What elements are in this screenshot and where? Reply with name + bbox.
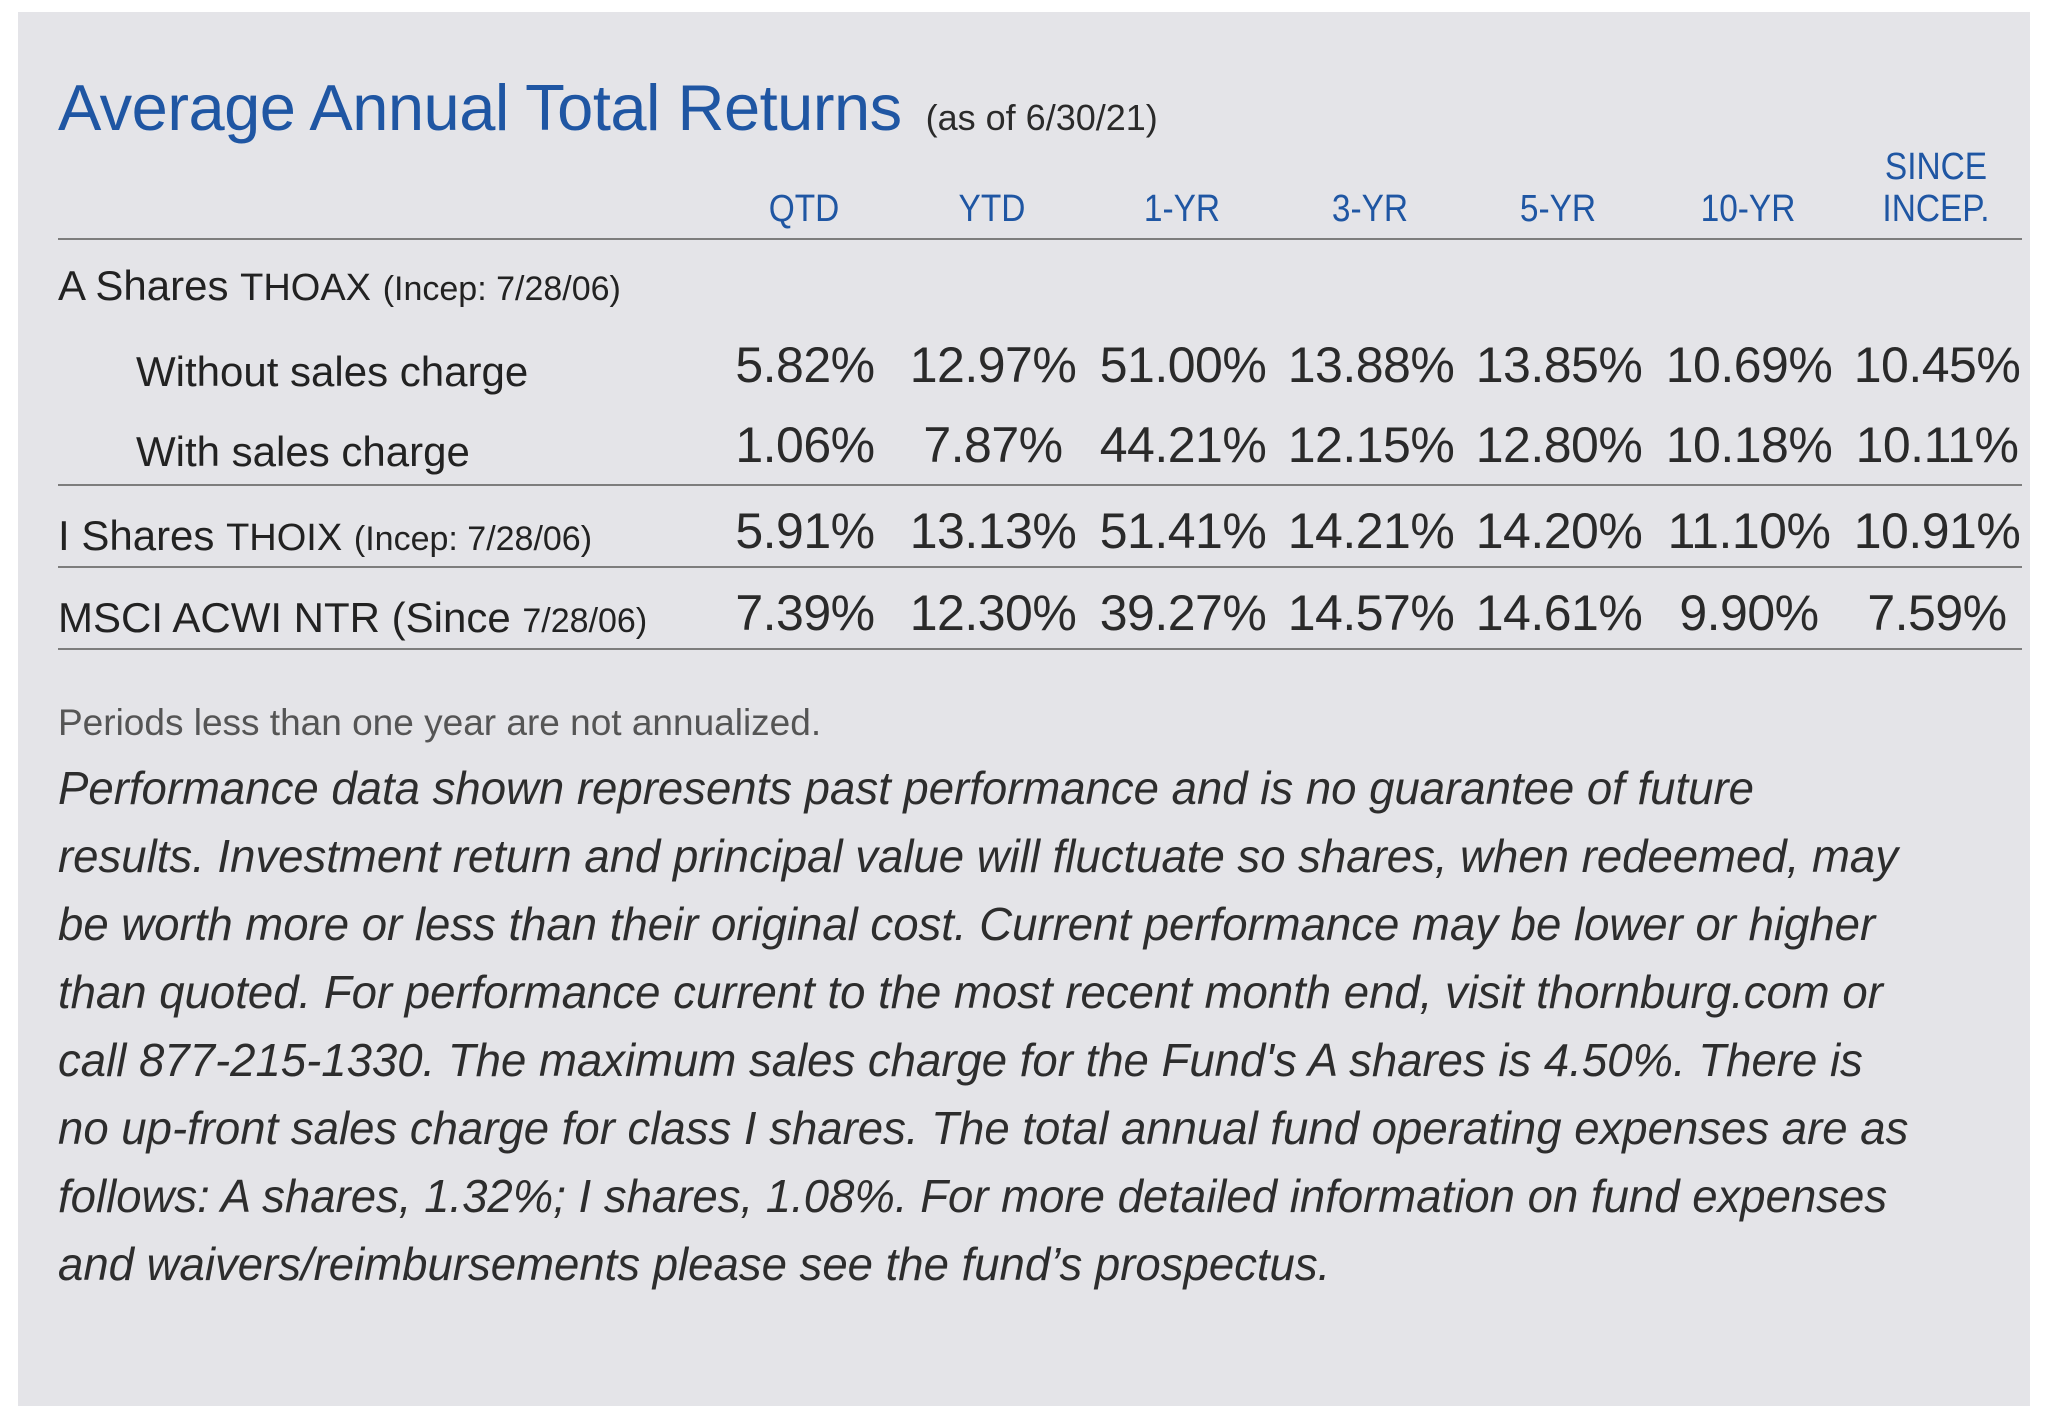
table-cell: 13.85% xyxy=(1475,337,1643,393)
table-cell: 7.59% xyxy=(1867,585,2007,641)
table-cell: 14.57% xyxy=(1287,585,1455,641)
table-cell: 12.80% xyxy=(1475,417,1643,473)
table-cell: 51.00% xyxy=(1099,337,1267,393)
row-label-benchmark: MSCI ACWI NTR (Since 7/28/06) xyxy=(58,594,647,642)
column-header-1yr: 1-YR xyxy=(1143,188,1221,230)
row-label-ticker: THOAX xyxy=(240,267,372,309)
table-cell: 14.21% xyxy=(1287,503,1455,559)
table-cell: 7.39% xyxy=(735,585,875,641)
row-label-main: MSCI ACWI NTR (Since xyxy=(58,594,511,641)
table-cell: 10.69% xyxy=(1665,337,1833,393)
performance-disclaimer: Performance data shown represents past p… xyxy=(58,754,2038,1298)
table-cell: 14.61% xyxy=(1475,585,1643,641)
disclaimer-line: Performance data shown represents past p… xyxy=(58,762,1754,814)
row-label-with-sales-charge: With sales charge xyxy=(136,428,470,475)
table-cell: 11.10% xyxy=(1667,503,1831,559)
header-rule xyxy=(58,238,2022,240)
disclaimer-line: results. Investment return and principal… xyxy=(58,830,1899,882)
page-title: Average Annual Total Returns xyxy=(58,71,902,144)
column-header-incep: INCEP. xyxy=(1882,188,1990,230)
table-bottom-rule xyxy=(58,648,2022,650)
disclaimer-line: than quoted. For performance current to … xyxy=(58,966,1883,1018)
table-cell: 10.45% xyxy=(1853,337,2021,393)
row-label-main: A Shares xyxy=(58,262,229,309)
table-cell: 1.06% xyxy=(735,417,875,473)
row-label-i-shares: I Shares THOIX (Incep: 7/28/06) xyxy=(58,512,592,560)
row-label-main: I Shares xyxy=(58,512,215,559)
title-row: Average Annual Total Returns (as of 6/30/… xyxy=(58,70,1158,145)
disclaimer-line: be worth more or less than their origina… xyxy=(58,898,1876,950)
table-cell: 13.13% xyxy=(909,503,1077,559)
disclaimer-line: and waivers/reimbursements please see th… xyxy=(58,1238,1331,1290)
row-label-ticker: THOIX xyxy=(226,517,343,559)
table-cell: 13.88% xyxy=(1287,337,1455,393)
table-cell: 10.11% xyxy=(1855,417,2019,473)
column-header-since: SINCE xyxy=(1884,146,1988,188)
table-cell: 51.41% xyxy=(1099,503,1267,559)
table-cell: 44.21% xyxy=(1099,417,1267,473)
row-label-a-shares: A Shares THOAX (Incep: 7/28/06) xyxy=(58,262,621,310)
row-rule xyxy=(58,484,2022,486)
table-cell: 39.27% xyxy=(1099,585,1267,641)
disclaimer-line: no up-front sales charge for class I sha… xyxy=(58,1102,1909,1154)
table-cell: 10.18% xyxy=(1665,417,1833,473)
disclaimer-line: call 877-215-1330. The maximum sales cha… xyxy=(58,1034,1863,1086)
table-cell: 12.30% xyxy=(909,585,1077,641)
row-label-note: (Incep: 7/28/06) xyxy=(353,520,593,558)
table-cell: 14.20% xyxy=(1475,503,1643,559)
row-label-without-sales-charge: Without sales charge xyxy=(136,348,529,395)
column-header-qtd: QTD xyxy=(768,188,840,230)
column-header-10yr: 10-YR xyxy=(1700,188,1796,230)
column-header-since-inception: SINCE INCEP. xyxy=(1860,146,2011,230)
table-cell: 10.91% xyxy=(1853,503,2021,559)
table-cell: 9.90% xyxy=(1679,585,1819,641)
disclaimer-line: follows: A shares, 1.32%; I shares, 1.08… xyxy=(58,1170,1888,1222)
table-cell: 12.97% xyxy=(909,337,1077,393)
as-of-date: (as of 6/30/21) xyxy=(925,97,1158,138)
table-cell: 5.82% xyxy=(735,337,875,393)
returns-panel: Average Annual Total Returns (as of 6/30/… xyxy=(18,12,2030,1406)
table-cell: 5.91% xyxy=(735,503,875,559)
row-rule xyxy=(58,566,2022,568)
row-label-note: (Incep: 7/28/06) xyxy=(382,270,621,308)
column-header-3yr: 3-YR xyxy=(1331,188,1409,230)
table-cell: 12.15% xyxy=(1287,417,1455,473)
column-header-5yr: 5-YR xyxy=(1519,188,1597,230)
annualized-note: Periods less than one year are not annua… xyxy=(58,702,822,743)
table-cell: 7.87% xyxy=(923,417,1063,473)
column-header-ytd: YTD xyxy=(958,188,1026,230)
row-label-note: 7/28/06) xyxy=(522,602,648,640)
